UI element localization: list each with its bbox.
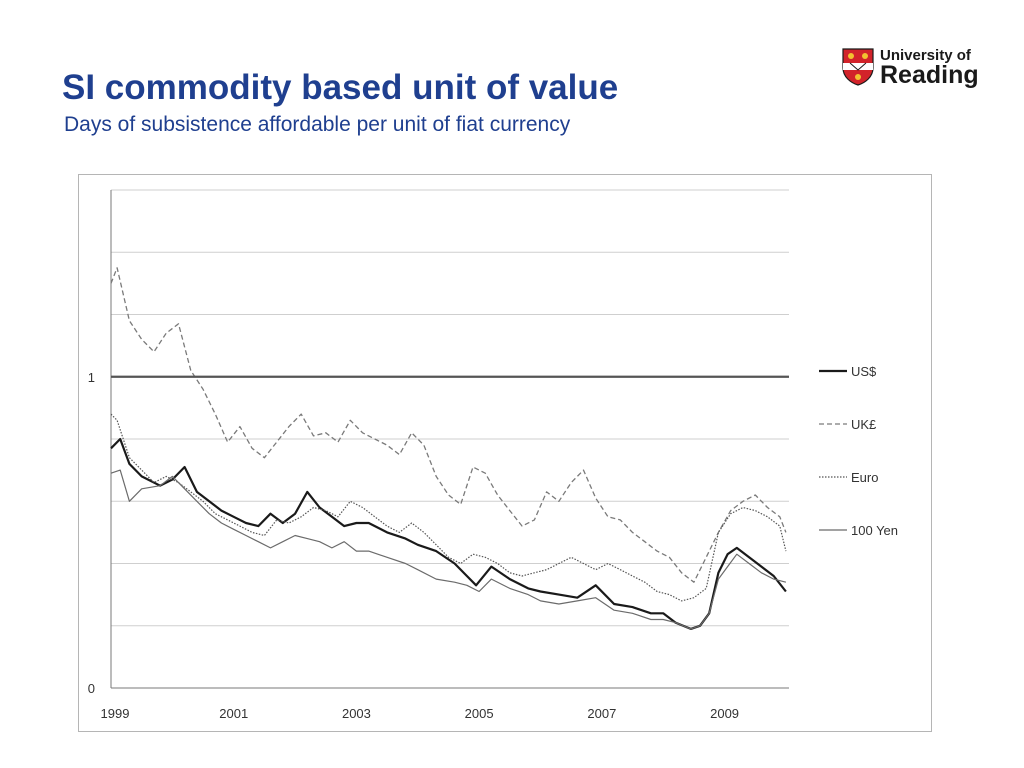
x-tick-label: 2005 — [465, 706, 494, 721]
legend: US$ UK£ Euro 100 Yen — [819, 364, 898, 538]
series-lines — [110, 267, 787, 630]
series-line-1 — [110, 267, 787, 583]
y-tick-label: 1 — [88, 370, 95, 385]
legend-label-1: UK£ — [851, 417, 877, 432]
shield-icon — [842, 48, 874, 86]
logo-wordmark: University of Reading — [880, 46, 979, 88]
x-tick-label: 2001 — [219, 706, 248, 721]
logo-line-1: University of — [880, 47, 971, 64]
axes — [110, 190, 789, 689]
legend-label-0: US$ — [851, 364, 877, 379]
x-tick-label: 2007 — [587, 706, 616, 721]
tick-labels: 0 1 1999 2001 2003 2005 2007 2009 — [88, 370, 739, 721]
page-title: SI commodity based unit of value — [62, 68, 619, 107]
x-tick-label: 1999 — [101, 706, 130, 721]
line-chart: 0 1 1999 2001 2003 2005 2007 2009 US$ UK£ Euro 100… — [88, 189, 898, 721]
x-tick-label: 2009 — [710, 706, 739, 721]
chart-frame: 0 1 1999 2001 2003 2005 2007 2009 US$ UK£ Euro 100… — [78, 174, 932, 732]
logo-line-2: Reading — [880, 61, 979, 89]
x-tick-label: 2003 — [342, 706, 371, 721]
y-tick-label: 0 — [88, 681, 95, 696]
legend-label-2: Euro — [851, 470, 878, 485]
page-subtitle: Days of subsistence affordable per unit … — [64, 113, 571, 136]
series-line-2 — [110, 413, 787, 602]
gridlines — [111, 189, 789, 627]
series-line-3 — [110, 469, 787, 630]
university-logo: University of Reading — [842, 46, 982, 94]
legend-label-3: 100 Yen — [851, 523, 898, 538]
